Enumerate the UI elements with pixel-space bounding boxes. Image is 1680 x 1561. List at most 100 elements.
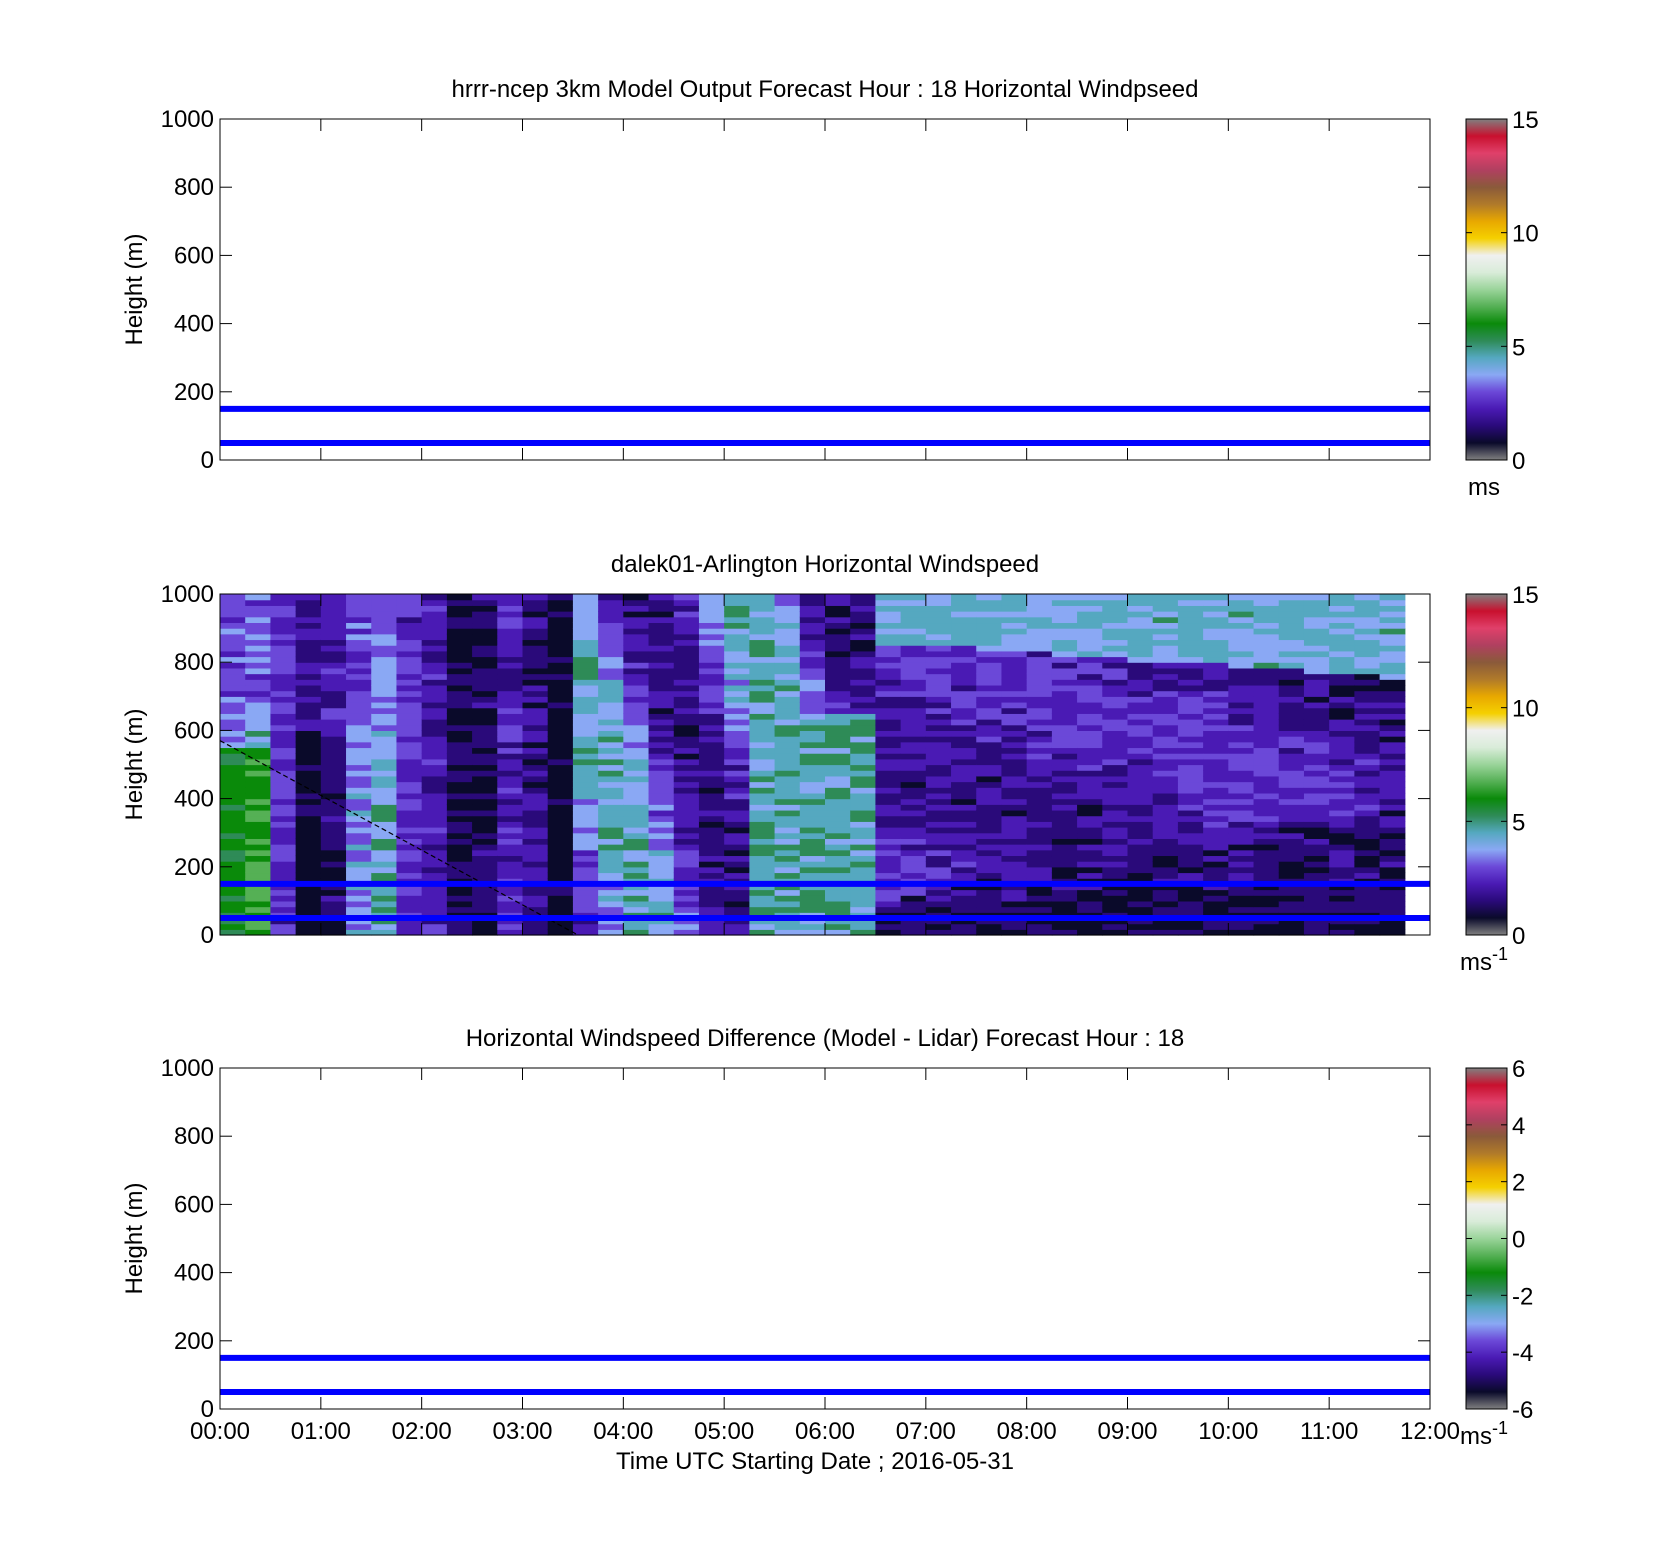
colorbar-gradient xyxy=(1465,118,1508,461)
heatmap-cell xyxy=(850,622,877,629)
heatmap-cell xyxy=(1203,639,1229,646)
heatmap-cell xyxy=(724,781,750,788)
heatmap-cell xyxy=(1077,809,1103,817)
heatmap-cell xyxy=(371,775,398,783)
heatmap-cell xyxy=(825,883,851,891)
heatmap-cell xyxy=(220,684,246,692)
heatmap-cell xyxy=(1077,724,1103,731)
heatmap-cell xyxy=(472,906,498,913)
heatmap-cell xyxy=(1354,872,1381,879)
heatmap-cell xyxy=(951,895,977,902)
heatmap-cell xyxy=(1278,667,1305,675)
heatmap-cell xyxy=(1051,906,1078,913)
heatmap-cell xyxy=(245,667,272,675)
heatmap-cell xyxy=(749,798,776,805)
heatmap-cell xyxy=(1253,707,1280,714)
heatmap-cell xyxy=(547,645,574,652)
heatmap-cell xyxy=(1152,701,1179,709)
heatmap-cell xyxy=(421,815,448,822)
heatmap-cell xyxy=(1303,741,1330,749)
heatmap-cell xyxy=(925,923,952,930)
heatmap-cell xyxy=(497,804,524,811)
heatmap-cell xyxy=(648,599,675,606)
heatmap-cell xyxy=(1102,633,1129,641)
colorbar-gradient xyxy=(1465,593,1508,936)
heatmap-cell xyxy=(925,821,952,828)
heatmap-cell xyxy=(1152,787,1179,794)
heatmap-cell xyxy=(749,917,776,925)
heatmap-cell xyxy=(1077,838,1103,845)
heatmap-cell xyxy=(572,758,599,766)
heatmap-cell xyxy=(925,662,952,669)
heatmap-cell xyxy=(1051,798,1078,805)
heatmap-cell xyxy=(1051,809,1078,817)
heatmap-cell xyxy=(1253,673,1280,680)
heatmap-cell xyxy=(1253,781,1280,788)
heatmap-cell xyxy=(522,781,549,788)
heatmap-cell xyxy=(951,684,977,692)
heatmap-cell xyxy=(270,605,297,612)
heatmap-cell xyxy=(472,616,498,624)
heatmap-cell xyxy=(724,622,750,629)
heatmap-cell xyxy=(749,929,776,936)
heatmap-cell xyxy=(472,917,498,925)
heatmap-cell xyxy=(446,741,473,749)
heatmap-cell xyxy=(1127,883,1154,891)
heatmap-cell xyxy=(421,730,448,737)
heatmap-cell xyxy=(421,736,448,743)
heatmap-cell xyxy=(623,724,650,731)
heatmap-cell xyxy=(951,923,977,930)
heatmap-cell xyxy=(1278,872,1305,879)
heatmap-cell xyxy=(346,701,372,709)
heatmap-cell xyxy=(522,736,549,743)
heatmap-cell xyxy=(320,611,347,618)
heatmap-cell xyxy=(446,889,473,896)
heatmap-cell xyxy=(421,690,448,697)
heatmap-cell xyxy=(1152,628,1179,635)
heatmap-cell xyxy=(220,804,246,811)
heatmap-cell xyxy=(1278,781,1305,788)
heatmap-cell xyxy=(1329,753,1355,760)
heatmap-cell xyxy=(749,838,776,845)
heatmap-cell xyxy=(698,622,725,629)
heatmap-cell xyxy=(421,605,448,612)
heatmap-cell xyxy=(875,855,902,862)
heatmap-cell xyxy=(220,844,246,851)
heatmap-cell xyxy=(1102,753,1129,760)
heatmap-cell xyxy=(774,764,801,771)
heatmap-cell xyxy=(1253,730,1280,737)
heatmap-cell xyxy=(396,724,423,731)
heatmap-cell xyxy=(472,605,498,612)
heatmap-cell xyxy=(295,804,322,811)
heatmap-cell xyxy=(598,594,624,601)
heatmap-cell xyxy=(446,747,473,754)
heatmap-cell xyxy=(421,798,448,805)
heatmap-cell xyxy=(598,929,624,936)
heatmap-cell xyxy=(371,821,398,828)
heatmap-cell xyxy=(245,639,272,646)
heatmap-cell xyxy=(799,599,826,606)
heatmap-cell xyxy=(825,775,851,783)
heatmap-cell xyxy=(1127,741,1154,749)
heatmap-cell xyxy=(1001,719,1028,726)
heatmap-cell xyxy=(1127,639,1154,646)
heatmap-cell xyxy=(472,792,498,800)
heatmap-cell xyxy=(724,821,750,828)
heatmap-cell xyxy=(1001,741,1028,749)
heatmap-cell xyxy=(396,775,423,783)
heatmap-cell xyxy=(572,764,599,771)
heatmap-cell xyxy=(1102,770,1129,777)
heatmap-cell xyxy=(1278,900,1305,908)
heatmap-cell xyxy=(1102,821,1129,828)
heatmap-cell xyxy=(1203,724,1229,731)
heatmap-cell xyxy=(673,622,700,629)
heatmap-cell xyxy=(1329,713,1355,720)
heatmap-cell xyxy=(1228,701,1255,709)
heatmap-cell xyxy=(396,832,423,839)
heatmap-cell xyxy=(749,804,776,811)
heatmap-cell xyxy=(1051,611,1078,618)
heatmap-cell xyxy=(623,667,650,675)
heatmap-cell xyxy=(1354,787,1381,794)
heatmap-cell xyxy=(724,650,750,658)
heatmap-cell xyxy=(623,719,650,726)
